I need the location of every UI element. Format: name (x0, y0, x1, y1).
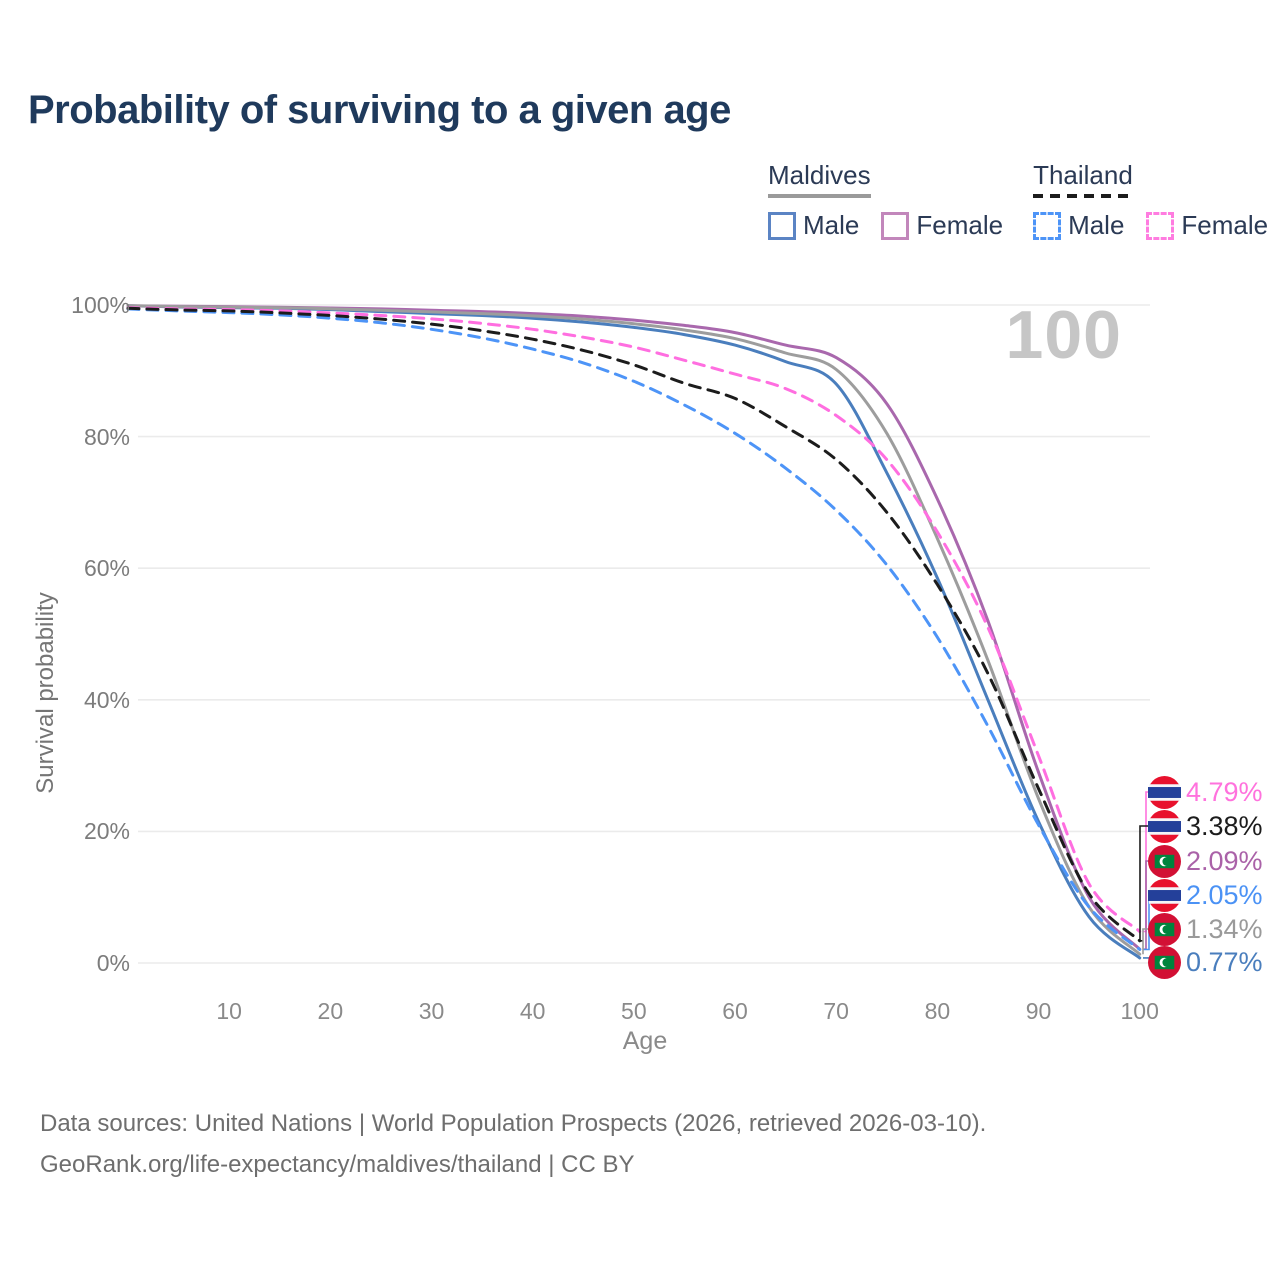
flag-icon-maldives (1148, 945, 1181, 979)
series-line-thailand-male[interactable] (126, 307, 1142, 951)
series-line-thailand-female[interactable] (126, 306, 1142, 933)
legend-item-thailand-female[interactable]: Female (1146, 210, 1268, 241)
end-label-row-thailand-male: 2.05% (1148, 878, 1263, 912)
y-tick-100%: 100% (71, 292, 130, 318)
legend-group-title-thailand: Thailand (1033, 160, 1133, 202)
x-tick-90: 90 (1025, 998, 1052, 1024)
legend-label-thailand-male: Male (1068, 210, 1125, 240)
flag-icon-thailand (1148, 775, 1181, 809)
y-tick-80%: 80% (83, 423, 130, 450)
age-indicator-watermark: 100 (1005, 297, 1122, 373)
end-label-value-thailand-female: 4.79% (1186, 776, 1263, 807)
end-label-value-thailand-male: 2.05% (1186, 879, 1263, 910)
footer-data-sources: Data sources: United Nations | World Pop… (40, 1110, 987, 1137)
flag-icon-maldives (1148, 844, 1181, 878)
footer-attribution: GeoRank.org/life-expectancy/maldives/tha… (40, 1151, 635, 1178)
y-tick-40%: 40% (83, 686, 130, 713)
legend-item-thailand-male[interactable]: Male (1033, 210, 1124, 241)
legend-label-thailand-female: Female (1181, 210, 1269, 240)
legend-label-maldives-female: Female (916, 210, 1004, 240)
y-tick-20%: 20% (83, 818, 130, 845)
y-axis-title: Survival probability (32, 592, 59, 794)
legend: Maldives Male Female Thailand Male Female (768, 160, 1268, 241)
end-label-connector-thailand-both (1139, 825, 1152, 942)
end-label-row-maldives-male: 0.77% (1148, 945, 1263, 979)
x-tick-80: 80 (924, 998, 951, 1024)
legend-group-title-maldives: Maldives (768, 160, 871, 202)
end-label-row-thailand-female: 4.79% (1148, 775, 1263, 809)
x-tick-30: 30 (418, 998, 445, 1024)
end-label-value-thailand-both: 3.38% (1186, 810, 1263, 841)
legend-line-sample-thailand (1033, 194, 1133, 198)
series-line-maldives-male[interactable] (126, 304, 1142, 960)
end-label-row-maldives-both: 1.34% (1148, 912, 1263, 946)
end-label-value-maldives-male: 0.77% (1186, 946, 1263, 977)
x-tick-40: 40 (519, 998, 546, 1024)
legend-swatch-thailand-female (1146, 211, 1175, 240)
flag-icon-thailand (1148, 878, 1181, 912)
legend-label-maldives-male: Male (803, 210, 860, 240)
legend-item-maldives-male[interactable]: Male (768, 210, 859, 241)
legend-swatch-thailand-male (1033, 211, 1062, 240)
x-tick-60: 60 (722, 998, 748, 1024)
x-tick-70: 70 (823, 998, 849, 1024)
end-label-row-thailand-both: 3.38% (1148, 809, 1263, 843)
x-tick-20: 20 (317, 998, 344, 1024)
x-tick-100: 100 (1120, 998, 1159, 1024)
x-tick-10: 10 (216, 998, 242, 1024)
end-label-value-maldives-female: 2.09% (1186, 845, 1263, 876)
y-tick-0%: 0% (96, 950, 130, 976)
end-label-value-maldives-both: 1.34% (1186, 913, 1263, 944)
legend-group-thailand: Thailand Male Female (1033, 160, 1268, 241)
series-line-maldives-both[interactable] (126, 304, 1142, 956)
legend-swatch-maldives-male (768, 211, 796, 240)
legend-line-sample-maldives (768, 194, 871, 198)
flag-icon-thailand (1148, 809, 1181, 843)
flag-icon-maldives (1148, 912, 1181, 946)
footer: Data sources: United Nations | World Pop… (40, 1103, 986, 1185)
legend-item-maldives-female[interactable]: Female (881, 210, 1003, 241)
series-line-thailand-both[interactable] (126, 306, 1142, 943)
x-tick-50: 50 (621, 998, 647, 1024)
y-tick-60%: 60% (83, 555, 130, 582)
page-title: Probability of surviving to a given age (28, 88, 731, 132)
x-axis-title: Age (622, 1027, 668, 1055)
end-label-row-maldives-female: 2.09% (1148, 844, 1263, 878)
legend-swatch-maldives-female (881, 211, 910, 240)
legend-group-maldives: Maldives Male Female (768, 160, 1003, 241)
